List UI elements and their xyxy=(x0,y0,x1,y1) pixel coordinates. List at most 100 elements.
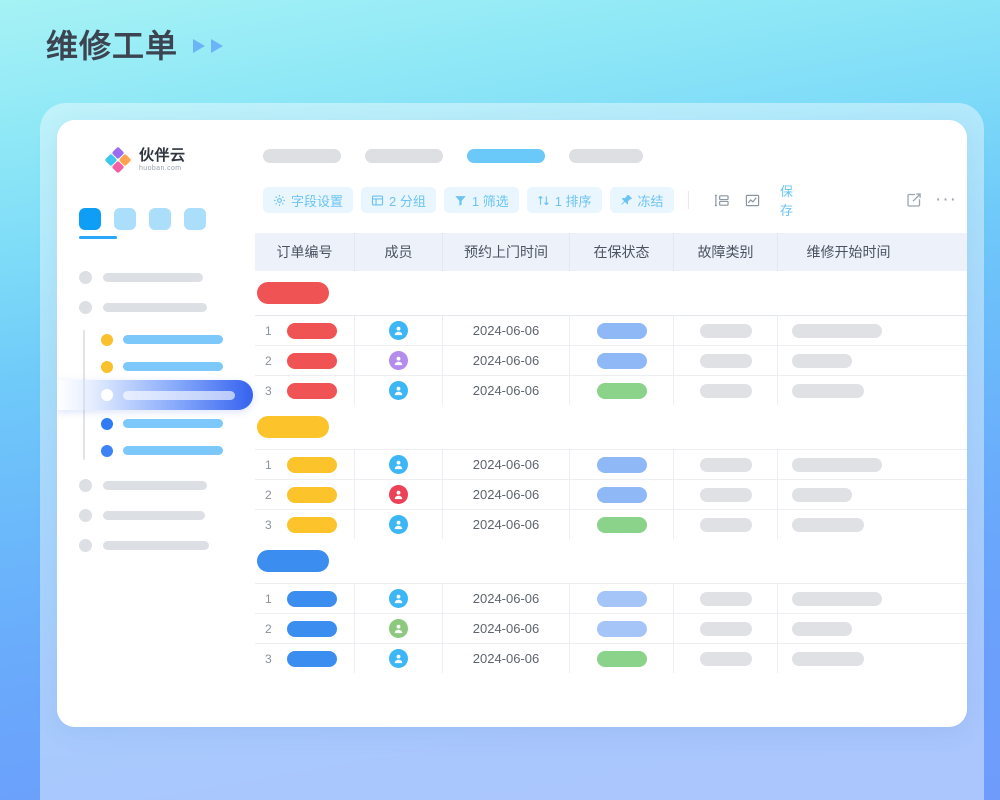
status-badge xyxy=(596,456,647,473)
nav-bullet-icon xyxy=(79,300,92,314)
cell-warranty-status xyxy=(570,510,674,539)
subitem-label xyxy=(123,419,223,428)
status-badge xyxy=(596,590,647,607)
column-header-4[interactable]: 在保状态 xyxy=(570,233,674,271)
group-chip xyxy=(257,550,329,572)
appointment-date-text: 2024-06-06 xyxy=(472,517,540,532)
share-export-icon[interactable] xyxy=(902,187,925,213)
sidebar-subitem-5[interactable] xyxy=(57,437,255,464)
nav-item-label xyxy=(103,540,209,550)
cell-appointment-time: 2024-06-06 xyxy=(443,346,570,375)
row-index: 1 xyxy=(265,323,272,338)
toolbar-button-1[interactable]: 字段设置 xyxy=(263,187,354,213)
sidebar-item-3[interactable] xyxy=(57,530,255,560)
save-button[interactable]: 保存 xyxy=(780,184,794,218)
chart-icon[interactable] xyxy=(741,187,764,213)
cell-member xyxy=(355,480,443,509)
page-title: 维修工单 xyxy=(46,28,179,64)
column-header-2[interactable]: 成员 xyxy=(355,233,443,271)
cell-order-number: 1 xyxy=(255,316,355,345)
toolbar-button-label: 2 分组 xyxy=(389,193,426,209)
status-badge xyxy=(596,620,647,637)
sidebar-tab-4[interactable] xyxy=(184,208,206,230)
repair-start-placeholder xyxy=(792,353,852,368)
cell-repair-start-time xyxy=(778,450,919,479)
cell-appointment-time: 2024-06-06 xyxy=(443,316,570,345)
sidebar-item-2[interactable] xyxy=(57,500,255,530)
sidebar-item-1[interactable] xyxy=(57,262,255,292)
subitem-bullet-icon xyxy=(101,389,113,401)
status-badge xyxy=(596,650,647,667)
sidebar-tab-2[interactable] xyxy=(114,208,136,230)
repair-start-placeholder xyxy=(792,651,864,666)
sidebar-item-2[interactable] xyxy=(57,292,255,322)
toolbar-button-2[interactable]: 2 分组 xyxy=(361,187,436,213)
table-row[interactable]: 1 2024-06-06 xyxy=(255,449,967,479)
sidebar-subitem-3[interactable] xyxy=(57,380,253,410)
cell-appointment-time: 2024-06-06 xyxy=(443,480,570,509)
cell-warranty-status xyxy=(570,450,674,479)
cell-member xyxy=(355,316,443,345)
row-height-icon[interactable] xyxy=(710,187,733,213)
cell-warranty-status xyxy=(570,316,674,345)
fault-category-placeholder xyxy=(699,323,752,338)
table-header-row: 订单编号 成员 预约上门时间 在保状态 故障类别 维修开始时间 xyxy=(255,233,967,271)
table-row[interactable]: 2 2024-06-06 xyxy=(255,613,967,643)
toolbar-button-4[interactable]: 1 排序 xyxy=(526,187,602,213)
group-chip xyxy=(257,416,329,438)
table-row[interactable]: 1 2024-06-06 xyxy=(255,583,967,613)
fault-category-placeholder xyxy=(699,487,752,502)
toolbar-button-5[interactable]: 冻结 xyxy=(609,187,674,213)
cell-appointment-time: 2024-06-06 xyxy=(443,614,570,643)
table-row[interactable]: 3 2024-06-06 xyxy=(255,375,967,405)
sidebar: 伙伴云 huoban.com xyxy=(57,120,255,727)
table-row[interactable]: 2 2024-06-06 xyxy=(255,479,967,509)
nav-item-label xyxy=(103,272,203,282)
order-number-chip xyxy=(287,322,337,339)
sidebar-tab-3[interactable] xyxy=(149,208,171,230)
fault-category-placeholder xyxy=(699,591,752,606)
sidebar-subitem-4[interactable] xyxy=(57,410,255,437)
cell-member xyxy=(355,450,443,479)
avatar xyxy=(389,619,408,638)
gear-icon xyxy=(273,194,286,207)
more-options-button[interactable]: ··· xyxy=(935,189,958,211)
cell-repair-start-time xyxy=(778,644,919,673)
appointment-date-text: 2024-06-06 xyxy=(472,457,540,472)
table-row[interactable]: 3 2024-06-06 xyxy=(255,509,967,539)
cell-order-number: 3 xyxy=(255,510,355,539)
table-row[interactable]: 1 2024-06-06 xyxy=(255,315,967,345)
row-index: 1 xyxy=(265,591,272,606)
sort-icon xyxy=(537,194,550,207)
sidebar-tab-1[interactable] xyxy=(79,208,101,230)
app-window: 伙伴云 huoban.com 字段设置 2 分组 1 筛选 1 排序 冻结 xyxy=(57,120,967,727)
sidebar-subitem-2[interactable] xyxy=(57,353,255,380)
view-tab-3[interactable] xyxy=(467,149,545,163)
cell-warranty-status xyxy=(570,584,674,613)
table-row[interactable]: 3 2024-06-06 xyxy=(255,643,967,673)
table-body: 1 2024-06-06 2 2024-06-06 3 2024-06-06 1 2024-0… xyxy=(255,271,967,673)
sidebar-item-1[interactable] xyxy=(57,470,255,500)
group-yellow: 1 2024-06-06 2 2024-06-06 3 2024-06-06 xyxy=(255,405,967,539)
subitem-bullet-icon xyxy=(101,360,113,373)
table-row[interactable]: 2 2024-06-06 xyxy=(255,345,967,375)
column-header-6[interactable]: 维修开始时间 xyxy=(806,244,891,260)
row-index: 2 xyxy=(265,621,272,636)
view-tab-2[interactable] xyxy=(365,149,443,163)
row-index: 2 xyxy=(265,487,272,502)
cell-repair-start-time xyxy=(778,614,919,643)
column-header-1[interactable]: 订单编号 xyxy=(255,233,355,271)
filter-icon xyxy=(454,194,467,207)
view-tab-4[interactable] xyxy=(569,149,643,163)
column-header-3[interactable]: 预约上门时间 xyxy=(443,233,570,271)
cell-appointment-time: 2024-06-06 xyxy=(443,584,570,613)
fault-category-placeholder xyxy=(699,383,752,398)
fault-category-placeholder xyxy=(699,457,752,472)
view-tab-1[interactable] xyxy=(263,149,341,163)
cell-member xyxy=(355,510,443,539)
sidebar-subitem-1[interactable] xyxy=(57,326,255,353)
column-header-5[interactable]: 故障类别 xyxy=(674,233,778,271)
group-header xyxy=(255,271,967,315)
appointment-date-text: 2024-06-06 xyxy=(472,323,540,338)
toolbar-button-3[interactable]: 1 筛选 xyxy=(443,187,519,213)
